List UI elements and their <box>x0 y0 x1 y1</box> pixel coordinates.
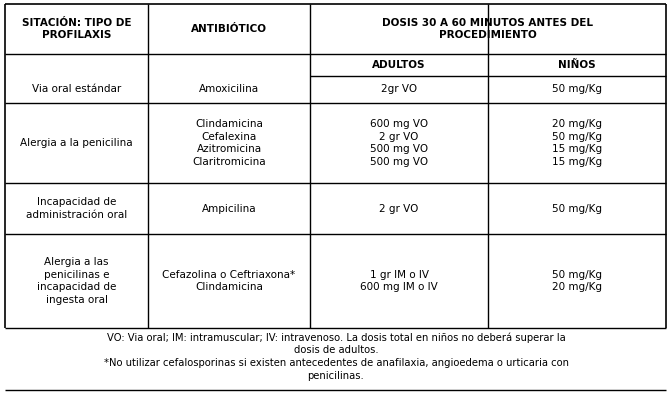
Text: 50 mg/Kg: 50 mg/Kg <box>552 85 602 94</box>
Text: Alergia a la penicilina: Alergia a la penicilina <box>20 138 133 148</box>
Text: 2gr VO: 2gr VO <box>381 85 417 94</box>
Text: NIÑOS: NIÑOS <box>558 60 596 70</box>
Text: Clindamicina
Cefalexina
Azitromicina
Claritromicina: Clindamicina Cefalexina Azitromicina Cla… <box>192 119 266 167</box>
Text: ADULTOS: ADULTOS <box>372 60 426 70</box>
Text: 20 mg/Kg
50 mg/Kg
15 mg/Kg
15 mg/Kg: 20 mg/Kg 50 mg/Kg 15 mg/Kg 15 mg/Kg <box>552 119 602 167</box>
Text: Alergia a las
penicilinas e
incapacidad de
ingesta oral: Alergia a las penicilinas e incapacidad … <box>37 257 116 305</box>
Text: 50 mg/Kg
20 mg/Kg: 50 mg/Kg 20 mg/Kg <box>552 270 602 292</box>
Text: SITACIÓN: TIPO DE
PROFILAXIS: SITACIÓN: TIPO DE PROFILAXIS <box>22 18 131 40</box>
Text: DOSIS 30 A 60 MINUTOS ANTES DEL
PROCEDIMIENTO: DOSIS 30 A 60 MINUTOS ANTES DEL PROCEDIM… <box>382 18 593 40</box>
Text: Incapacidad de
administración oral: Incapacidad de administración oral <box>26 197 127 220</box>
Text: Via oral estándar: Via oral estándar <box>32 85 121 94</box>
Text: Ampicilina: Ampicilina <box>202 204 256 213</box>
Text: Cefazolina o Ceftriaxona*
Clindamicina: Cefazolina o Ceftriaxona* Clindamicina <box>163 270 296 292</box>
Text: 600 mg VO
2 gr VO
500 mg VO
500 mg VO: 600 mg VO 2 gr VO 500 mg VO 500 mg VO <box>370 119 428 167</box>
Text: VO: Via oral; IM: intramuscular; IV: intravenoso. La dosis total en niños no deb: VO: Via oral; IM: intramuscular; IV: int… <box>103 332 569 381</box>
Text: Amoxicilina: Amoxicilina <box>199 85 259 94</box>
Text: 1 gr IM o IV
600 mg IM o IV: 1 gr IM o IV 600 mg IM o IV <box>360 270 438 292</box>
Text: 2 gr VO: 2 gr VO <box>379 204 419 213</box>
Text: 50 mg/Kg: 50 mg/Kg <box>552 204 602 213</box>
Text: ANTIBIÓTICO: ANTIBIÓTICO <box>191 24 267 34</box>
